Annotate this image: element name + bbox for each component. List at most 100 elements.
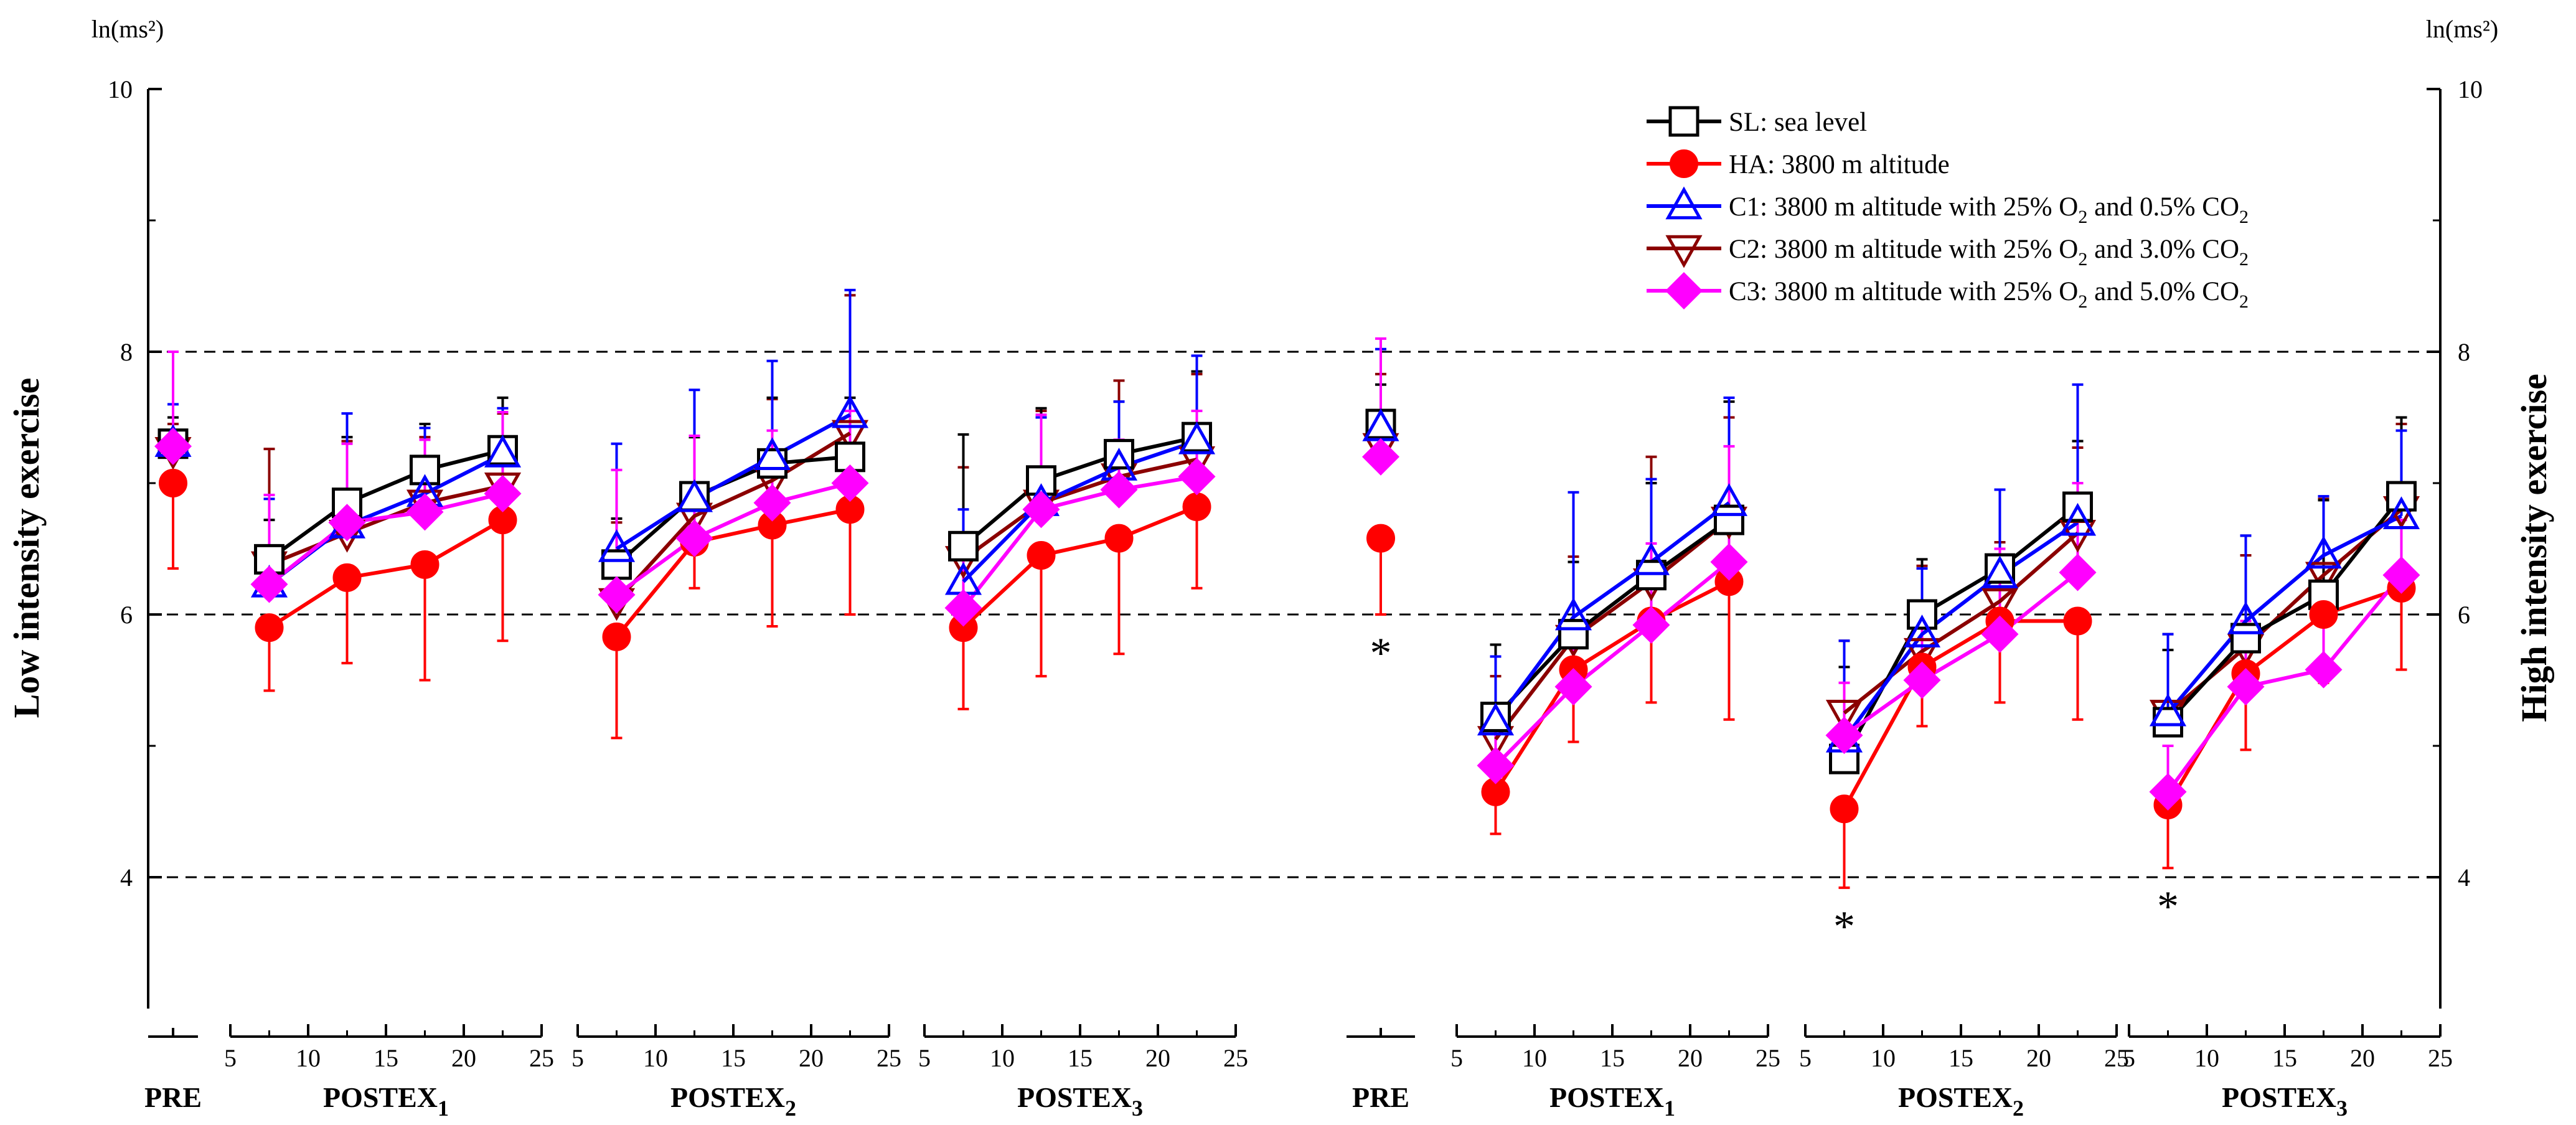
point-HA-post3: [2309, 600, 2338, 629]
y-tick-label-left: 10: [108, 75, 133, 103]
panel0-post1-tick-label: 10: [296, 1044, 321, 1072]
y-tick-label-right: 10: [2458, 75, 2483, 103]
point-C3-post1: [1710, 543, 1748, 581]
panel0-group-label-pre: PRE: [144, 1081, 202, 1113]
point-C3-post2: [831, 464, 869, 502]
series-line-HA-post1: [1493, 580, 1730, 793]
point-HA-post1: [410, 550, 440, 579]
series-line-SL-post3: [2166, 495, 2403, 724]
y-tick-label-left: 6: [120, 601, 133, 629]
panel0-post2-tick-label: 25: [877, 1044, 901, 1072]
point-C3-post1: [328, 504, 366, 542]
series-line-C3-post2: [1843, 571, 2079, 737]
point-C3-post1: [250, 565, 288, 603]
y-tick-label-right: 6: [2458, 601, 2470, 629]
series-line-HA-post3: [962, 505, 1198, 629]
panel1-post1-tick-label: 25: [1756, 1044, 1780, 1072]
point-C1-post3: [2382, 496, 2420, 529]
point-SL-post1: [1714, 504, 1744, 535]
point-C2-post2: [831, 420, 869, 453]
point-SL-post1: [1558, 619, 1589, 650]
series-line-HA-post1: [268, 518, 504, 629]
point-C1-post2: [2059, 502, 2097, 536]
point-C1-post1: [1554, 597, 1592, 631]
point-C3-post1: [1477, 746, 1515, 784]
point-HA-post2: [1830, 794, 1859, 824]
legend-marker-SL: [1668, 106, 1699, 137]
series-line-HA-post2: [1842, 619, 2078, 810]
panel1-post1-tick-label: 5: [1450, 1044, 1463, 1072]
point-SL-post2: [601, 549, 632, 580]
series-line-C1-post2: [1843, 520, 2079, 741]
point-SL-post3: [2230, 623, 2261, 654]
legend-label-C3: C3: 3800 m altitude with 25% O2 and 5.0%…: [1729, 277, 2249, 312]
series-line-C3-post2: [615, 481, 851, 596]
panel0-post1-tick-label: 25: [529, 1044, 554, 1072]
point-C3-post3: [2227, 668, 2265, 706]
series-line-C2-post2: [1843, 531, 2079, 715]
panel1-post1-tick-label: 15: [1600, 1044, 1625, 1072]
axes: 4 4 6 6 8 8 10 10 ln(ms²) ln(ms²) Low intensity ex…: [6, 15, 2554, 1121]
panel0-post3-tick-label: 15: [1068, 1044, 1093, 1072]
point-C3-post3: [1178, 458, 1216, 496]
series-line-C1-post2: [615, 413, 851, 551]
point-C3-post2: [753, 484, 791, 522]
point-C3-post1: [1554, 668, 1592, 706]
y-unit-right: ln(ms²): [2426, 15, 2498, 43]
panel1-post3-tick-label: 25: [2428, 1044, 2453, 1072]
point-SL-post3: [2386, 481, 2417, 512]
legend: SL: sea level HA: 3800 m altitude C1: 3800…: [1647, 106, 2249, 312]
point-C3-post2: [1981, 615, 2019, 653]
point-C1-post2: [831, 395, 869, 428]
panel-0: [154, 288, 1216, 740]
legend-marker-HA: [1670, 149, 1698, 178]
series-line-C2-post1: [268, 484, 504, 567]
point-HA-post3: [1104, 524, 1134, 553]
point-C1-post1: [1477, 702, 1515, 736]
series-line-C2-post1: [1494, 518, 1731, 741]
series-line-HA-post3: [2166, 586, 2402, 806]
series-line-C1-post1: [1494, 501, 1731, 723]
point-SL-post2: [679, 481, 710, 512]
point-SL-post2: [757, 448, 787, 479]
series-line-C2-post3: [962, 458, 1198, 561]
series-line-SL-post1: [268, 448, 504, 561]
panel0-post2-tick-label: 10: [643, 1044, 668, 1072]
point-SL-post3: [1026, 465, 1056, 496]
panel1-post2-tick-label: 25: [2104, 1044, 2129, 1072]
point-HA-pre: [1366, 524, 1395, 553]
panel1-post3-tick-label: 15: [2272, 1044, 2297, 1072]
y-tick-label-right: 4: [2458, 864, 2470, 892]
y-unit-left: ln(ms²): [92, 15, 164, 43]
point-SL-post2: [1907, 599, 1937, 630]
y-tick-label-right: 8: [2458, 338, 2470, 366]
legend-item-C1: C1: 3800 m altitude with 25% O2 and 0.5%…: [1647, 186, 2249, 227]
point-C3-post2: [675, 519, 713, 557]
point-C1-post2: [675, 479, 713, 512]
point-SL-post3: [1182, 421, 1212, 453]
point-C3-post3: [944, 589, 982, 627]
point-HA-pre: [159, 469, 187, 497]
point-SL-post3: [948, 530, 979, 562]
point-SL-post1: [487, 435, 518, 466]
legend-label-C2: C2: 3800 m altitude with 25% O2 and 3.0%…: [1729, 235, 2249, 270]
series-line-C1-post3: [962, 439, 1198, 583]
data-series: * * *: [154, 288, 2420, 951]
point-C2-post3: [2305, 562, 2343, 595]
point-C1-post2: [1903, 614, 1941, 647]
point-C3-pre: [1361, 438, 1400, 476]
panel1-post2-tick-label: 15: [1948, 1044, 1973, 1072]
panel1-post1-tick-label: 10: [1522, 1044, 1547, 1072]
point-C3-post1: [1632, 606, 1670, 644]
panel0-post3-tick-label: 25: [1223, 1044, 1248, 1072]
point-HA-post1: [332, 563, 362, 592]
series-line-C2-post2: [615, 431, 852, 603]
y-tick-label-left: 4: [120, 864, 133, 892]
legend-label-C1: C1: 3800 m altitude with 25% O2 and 0.5%…: [1729, 192, 2249, 227]
point-C1-post1: [1632, 542, 1670, 575]
legend-item-C3: C3: 3800 m altitude with 25% O2 and 5.0%…: [1647, 271, 2249, 312]
y-tick-label-left: 8: [120, 338, 133, 366]
series-line-SL-post2: [615, 454, 850, 567]
panel0-post2-tick-label: 20: [799, 1044, 824, 1072]
series-line-SL-post1: [1494, 518, 1731, 718]
